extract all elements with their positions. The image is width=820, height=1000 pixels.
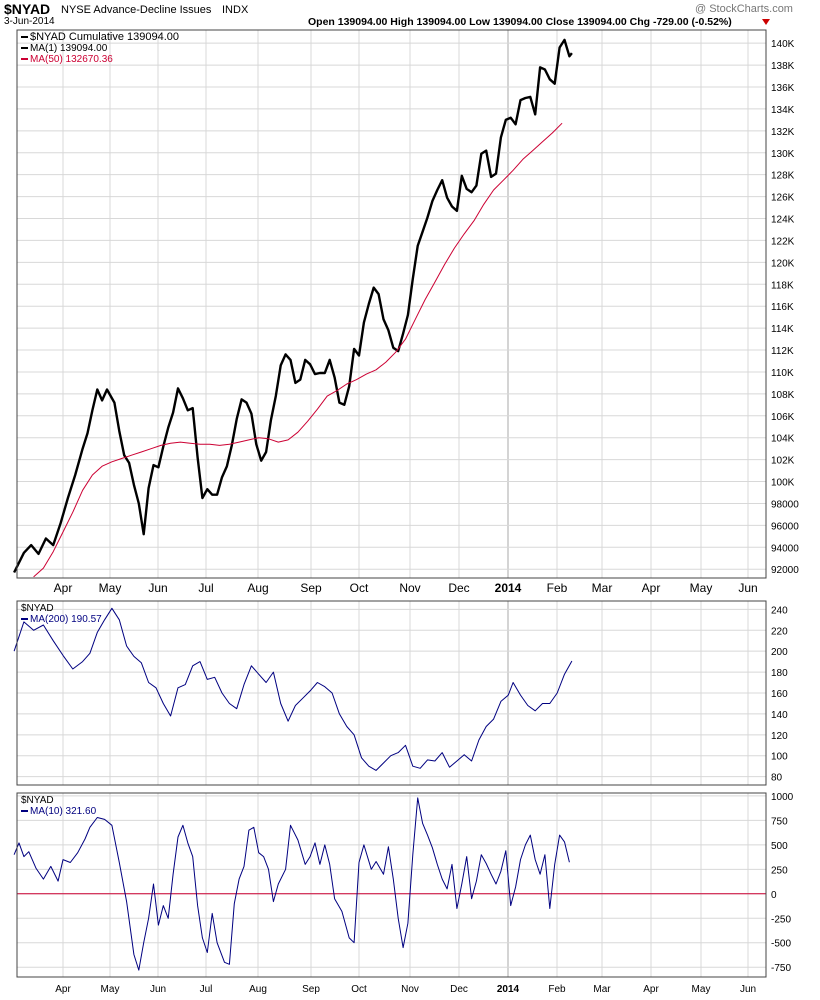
y-tick-label: 120 bbox=[771, 731, 788, 742]
x-tick-label: Nov bbox=[399, 581, 420, 595]
y-tick-label: 106K bbox=[771, 412, 795, 423]
security-name: NYSE Advance-Decline Issues bbox=[61, 4, 212, 16]
quote-line: Open 139094.00 High 139094.00 Low 139094… bbox=[308, 16, 732, 28]
x-tick-label: Apr bbox=[55, 984, 71, 995]
y-tick-label: 96000 bbox=[771, 521, 799, 532]
y-tick-label: 108K bbox=[771, 390, 795, 401]
y-tick-label: 240 bbox=[771, 605, 788, 616]
y-tick-label: 120K bbox=[771, 258, 795, 269]
series-line--nyad-cumulative bbox=[13, 38, 573, 574]
y-tick-label: 118K bbox=[771, 280, 794, 291]
x-tick-label: 2014 bbox=[497, 984, 520, 995]
series-line-ma-200- bbox=[13, 607, 573, 771]
x-tick-label: May bbox=[690, 581, 713, 595]
panel-frame bbox=[16, 792, 767, 978]
y-tick-label: 112K bbox=[771, 346, 794, 357]
x-tick-label: Jul bbox=[200, 984, 213, 995]
watermark: @ StockCharts.com bbox=[695, 3, 793, 15]
x-tick-label: Mar bbox=[593, 984, 611, 995]
y-tick-label: 92000 bbox=[771, 565, 799, 576]
x-tick-label: Jun bbox=[150, 984, 166, 995]
x-tick-label: Apr bbox=[642, 581, 661, 595]
y-tick-label: 180 bbox=[771, 668, 788, 679]
y-tick-label: 250 bbox=[771, 865, 788, 876]
symbol-label: $NYAD bbox=[4, 1, 51, 17]
y-tick-label: 138K bbox=[771, 61, 795, 72]
x-tick-label: Oct bbox=[351, 984, 367, 995]
x-tick-label: Dec bbox=[450, 984, 468, 995]
x-tick-label: Aug bbox=[247, 581, 268, 595]
y-tick-label: 140K bbox=[771, 39, 795, 50]
y-tick-label: 140 bbox=[771, 710, 788, 721]
series-line-ma-10- bbox=[13, 797, 570, 971]
x-tick-label: Sep bbox=[300, 581, 322, 595]
x-tick-label: Jun bbox=[148, 581, 167, 595]
legend-entry: MA(10) 321.60 bbox=[30, 806, 97, 817]
y-tick-label: -500 bbox=[771, 939, 791, 950]
x-tick-label: May bbox=[101, 984, 120, 995]
y-tick-label: 160 bbox=[771, 689, 788, 700]
panel-label: $NYAD bbox=[21, 603, 54, 614]
x-tick-label: Nov bbox=[401, 984, 419, 995]
y-tick-label: 104K bbox=[771, 434, 795, 445]
y-tick-label: 134K bbox=[771, 105, 795, 116]
legend-entry: MA(1) 139094.00 bbox=[30, 43, 108, 54]
x-tick-label: Jun bbox=[738, 581, 757, 595]
y-tick-label: 132K bbox=[771, 127, 795, 138]
y-tick-label: 116K bbox=[771, 302, 794, 313]
x-tick-label: Feb bbox=[548, 984, 566, 995]
legend-entry: MA(50) 132670.36 bbox=[30, 54, 113, 65]
y-tick-label: 0 bbox=[771, 890, 777, 901]
x-tick-label: Aug bbox=[249, 984, 267, 995]
x-tick-label: May bbox=[692, 984, 711, 995]
y-tick-label: 110K bbox=[771, 368, 794, 379]
legend-entry: $NYAD Cumulative 139094.00 bbox=[30, 31, 179, 43]
y-tick-label: 126K bbox=[771, 193, 795, 204]
y-tick-label: 136K bbox=[771, 83, 795, 94]
panel-label: $NYAD bbox=[21, 795, 54, 806]
y-tick-label: -750 bbox=[771, 963, 791, 974]
exchange-label: INDX bbox=[222, 4, 249, 16]
y-tick-label: 98000 bbox=[771, 499, 799, 510]
y-tick-label: 94000 bbox=[771, 543, 799, 554]
x-tick-label: May bbox=[99, 581, 122, 595]
y-tick-label: 80 bbox=[771, 773, 783, 784]
y-tick-label: 220 bbox=[771, 626, 788, 637]
panel-1: 92000 94000 96000 98000 100K 102K 104K 106K 108K… bbox=[13, 29, 799, 579]
x-tick-label: Oct bbox=[350, 581, 369, 595]
y-tick-label: 102K bbox=[771, 456, 795, 467]
y-tick-label: 124K bbox=[771, 215, 795, 226]
x-tick-label: Sep bbox=[302, 984, 320, 995]
x-tick-label: Apr bbox=[643, 984, 659, 995]
down-triangle-icon bbox=[762, 19, 770, 25]
series-line-ma-50- bbox=[33, 122, 563, 578]
panel-frame bbox=[16, 600, 767, 786]
legend-entry: MA(200) 190.57 bbox=[30, 614, 102, 625]
y-tick-label: 500 bbox=[771, 841, 788, 852]
y-tick-label: 100 bbox=[771, 752, 788, 763]
y-tick-label: 200 bbox=[771, 647, 788, 658]
y-tick-label: 122K bbox=[771, 236, 795, 247]
y-tick-label: 114K bbox=[771, 324, 794, 335]
x-tick-label: Jun bbox=[740, 984, 756, 995]
x-tick-label: 2014 bbox=[495, 581, 522, 595]
y-tick-label: 750 bbox=[771, 816, 788, 827]
x-tick-label: Mar bbox=[592, 581, 613, 595]
y-tick-label: -250 bbox=[771, 914, 791, 925]
x-tick-label: Feb bbox=[547, 581, 568, 595]
x-tick-label: Apr bbox=[54, 581, 73, 595]
x-tick-label: Dec bbox=[448, 581, 469, 595]
y-tick-label: 130K bbox=[771, 149, 795, 160]
chart-date: 3-Jun-2014 bbox=[4, 16, 55, 27]
y-tick-label: 1000 bbox=[771, 792, 794, 803]
x-tick-label: Jul bbox=[198, 581, 213, 595]
y-tick-label: 128K bbox=[771, 171, 795, 182]
y-tick-label: 100K bbox=[771, 478, 795, 489]
panel-frame bbox=[16, 29, 767, 579]
